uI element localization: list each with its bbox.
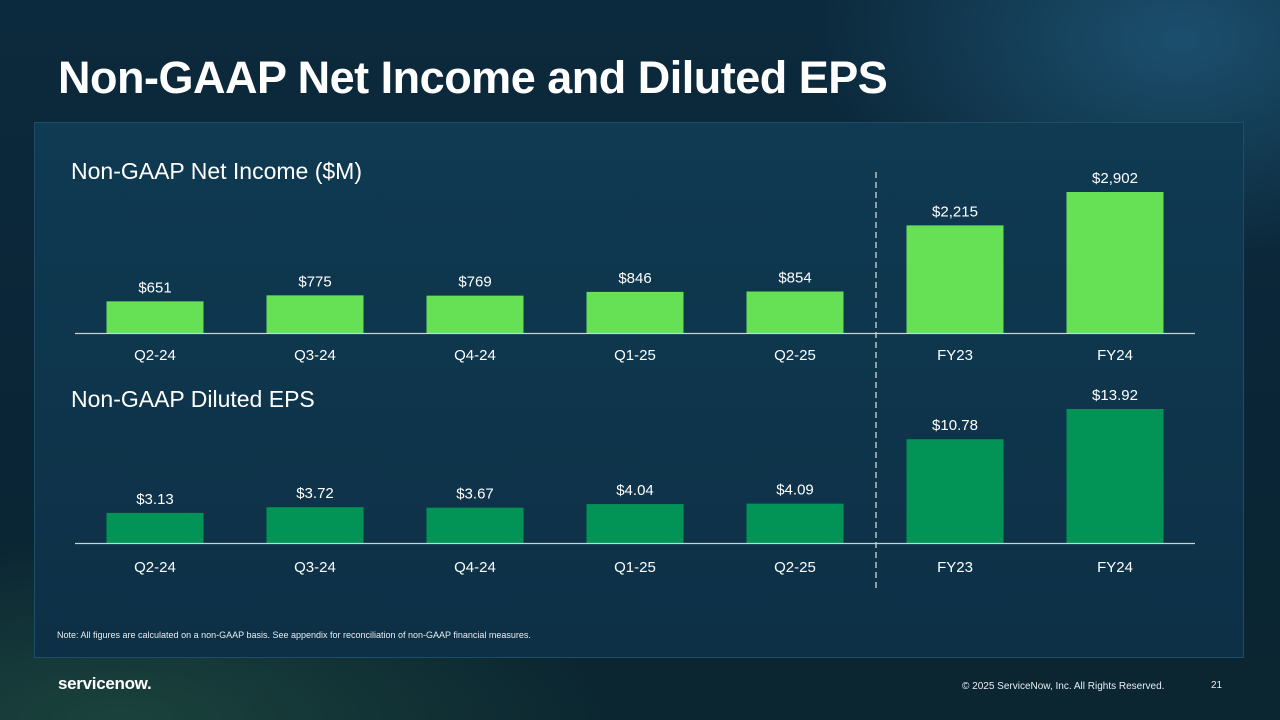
net-income-category-label: FY24 — [1097, 347, 1133, 364]
net-income-category-label: Q2-25 — [774, 347, 816, 364]
net-income-value-label: $2,902 — [1092, 170, 1138, 187]
net-income-bar-fy23 — [906, 225, 1004, 333]
net-income-value-label: $651 — [138, 279, 171, 296]
copyright-text: © 2025 ServiceNow, Inc. All Rights Reser… — [962, 681, 1165, 692]
net-income-category-label: Q1-25 — [614, 347, 656, 364]
eps-value-label: $4.04 — [616, 482, 654, 499]
net-income-category-label: Q2-24 — [134, 347, 176, 364]
net-income-bar-q2-25 — [746, 291, 844, 333]
net-income-category-label: Q3-24 — [294, 347, 336, 364]
net-income-value-label: $846 — [618, 270, 651, 287]
eps-value-label: $3.67 — [456, 486, 494, 503]
net-income-bar-fy24 — [1066, 192, 1164, 333]
eps-chart-title: Non-GAAP Diluted EPS — [71, 386, 315, 412]
net-income-category-label: Q4-24 — [454, 347, 496, 364]
eps-bar-q4-24 — [426, 507, 524, 543]
eps-value-label: $10.78 — [932, 417, 978, 434]
net-income-bar-q2-24 — [106, 301, 204, 333]
eps-category-label: FY23 — [937, 559, 973, 576]
eps-category-label: FY24 — [1097, 559, 1133, 576]
eps-bar-fy23 — [906, 439, 1004, 543]
net-income-category-label: FY23 — [937, 347, 973, 364]
slide-title: Non-GAAP Net Income and Diluted EPS — [58, 52, 888, 103]
eps-category-label: Q4-24 — [454, 559, 496, 576]
net-income-chart: Non-GAAP Net Income ($M) $651 Q2-24 $775 Q3… — [71, 158, 1195, 364]
eps-category-label: Q2-24 — [134, 559, 176, 576]
eps-bar-q1-25 — [586, 504, 684, 543]
net-income-value-label: $854 — [778, 270, 811, 287]
net-income-bar-q4-24 — [426, 295, 524, 333]
eps-category-label: Q1-25 — [614, 559, 656, 576]
eps-bar-q2-25 — [746, 503, 844, 543]
eps-value-label: $13.92 — [1092, 387, 1138, 404]
net-income-value-label: $2,215 — [932, 203, 978, 220]
eps-bar-q3-24 — [266, 507, 364, 543]
page-number: 21 — [1211, 680, 1223, 691]
eps-value-label: $3.13 — [136, 491, 174, 508]
net-income-bar-q1-25 — [586, 291, 684, 333]
eps-value-label: $4.09 — [776, 482, 814, 499]
diluted-eps-chart: Non-GAAP Diluted EPS $3.13 Q2-24 $3.72 Q3-2… — [71, 386, 1195, 576]
eps-category-label: Q2-25 — [774, 559, 816, 576]
net-income-chart-title: Non-GAAP Net Income ($M) — [71, 158, 362, 184]
eps-category-label: Q3-24 — [294, 559, 336, 576]
eps-value-label: $3.72 — [296, 485, 334, 502]
net-income-value-label: $775 — [298, 273, 331, 290]
chart-panel — [34, 122, 1244, 658]
footnote: Note: All figures are calculated on a no… — [57, 630, 531, 640]
net-income-bar-q3-24 — [266, 295, 364, 333]
net-income-value-label: $769 — [458, 274, 491, 291]
eps-bar-fy24 — [1066, 409, 1164, 543]
eps-bar-q2-24 — [106, 512, 204, 543]
servicenow-logo: servicenow. — [58, 674, 152, 693]
